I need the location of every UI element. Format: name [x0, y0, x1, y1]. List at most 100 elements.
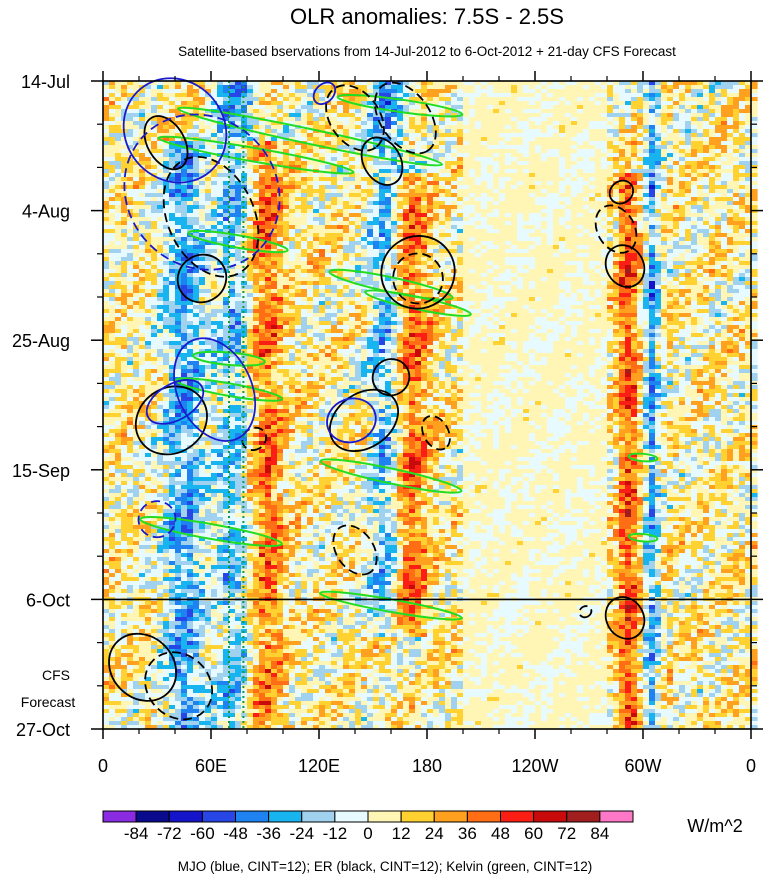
heatmap-cell [739, 141, 746, 146]
heatmap-cell [313, 205, 320, 210]
heatmap-cell [751, 149, 758, 154]
heatmap-cell [367, 217, 374, 222]
heatmap-cell [223, 205, 230, 210]
heatmap-cell [319, 209, 326, 214]
heatmap-cell [733, 217, 740, 222]
heatmap-cell [259, 153, 266, 158]
heatmap-cell [475, 97, 482, 102]
heatmap-cell [259, 169, 266, 174]
heatmap-cell [721, 105, 728, 110]
heatmap-cell [277, 257, 284, 262]
heatmap-cell [193, 141, 200, 146]
heatmap-cell [133, 129, 140, 134]
heatmap-cell [373, 117, 380, 122]
heatmap-cell [439, 197, 446, 202]
heatmap-cell [151, 117, 158, 122]
heatmap-cell [703, 193, 710, 198]
heatmap-cell [613, 113, 620, 118]
heatmap-cell [439, 117, 446, 122]
heatmap-cell [409, 173, 416, 178]
heatmap-cell [325, 245, 332, 250]
heatmap-cell [175, 197, 182, 202]
heatmap-cell [655, 233, 662, 238]
heatmap-cell [319, 189, 326, 194]
heatmap-cell [133, 209, 140, 214]
heatmap-cell [589, 177, 596, 182]
heatmap-cell [349, 177, 356, 182]
heatmap-cell [415, 145, 422, 150]
heatmap-cell [307, 205, 314, 210]
heatmap-cell [535, 201, 542, 206]
heatmap-cell [529, 249, 536, 254]
heatmap-cell [529, 89, 536, 94]
heatmap-cell [493, 165, 500, 170]
heatmap-cell [361, 185, 368, 190]
heatmap-cell [631, 129, 638, 134]
heatmap-cell [451, 109, 458, 114]
heatmap-cell [733, 225, 740, 230]
heatmap-cell [475, 189, 482, 194]
heatmap-cell [523, 105, 530, 110]
heatmap-cell [271, 205, 278, 210]
heatmap-cell [463, 161, 470, 166]
heatmap-cell [463, 165, 470, 170]
heatmap-cell [229, 125, 236, 130]
heatmap-cell [151, 189, 158, 194]
heatmap-cell [277, 237, 284, 242]
heatmap-cell [145, 133, 152, 138]
heatmap-cell [277, 109, 284, 114]
heatmap-cell [619, 129, 626, 134]
heatmap-cell [583, 233, 590, 238]
heatmap-cell [439, 85, 446, 90]
heatmap-cell [631, 261, 638, 266]
heatmap-cell [631, 209, 638, 214]
heatmap-cell [391, 169, 398, 174]
heatmap-cell [397, 253, 404, 258]
heatmap-cell [289, 121, 296, 126]
heatmap-cell [601, 185, 608, 190]
heatmap-cell [691, 165, 698, 170]
heatmap-cell [457, 233, 464, 238]
heatmap-cell [103, 117, 110, 122]
heatmap-cell [289, 257, 296, 262]
heatmap-cell [463, 225, 470, 230]
heatmap-cell [745, 137, 752, 142]
heatmap-cell [433, 85, 440, 90]
heatmap-cell [199, 133, 206, 138]
heatmap-cell [619, 185, 626, 190]
heatmap-cell [187, 153, 194, 158]
heatmap-cell [697, 89, 704, 94]
heatmap-cell [109, 261, 116, 266]
heatmap-cell [559, 169, 566, 174]
heatmap-cell [475, 205, 482, 210]
heatmap-cell [589, 113, 596, 118]
heatmap-cell [469, 133, 476, 138]
heatmap-cell [613, 141, 620, 146]
heatmap-cell [403, 101, 410, 106]
heatmap-cell [481, 149, 488, 154]
heatmap-cell [433, 117, 440, 122]
heatmap-cell [613, 125, 620, 130]
heatmap-cell [547, 253, 554, 258]
heatmap-cell [427, 225, 434, 230]
heatmap-cell [475, 225, 482, 230]
heatmap-cell [295, 141, 302, 146]
heatmap-cell [655, 169, 662, 174]
heatmap-cell [415, 105, 422, 110]
heatmap-cell [571, 93, 578, 98]
heatmap-cell [487, 249, 494, 254]
heatmap-cell [727, 237, 734, 242]
heatmap-cell [433, 253, 440, 258]
heatmap-cell [193, 261, 200, 266]
heatmap-cell [673, 225, 680, 230]
heatmap-cell [271, 113, 278, 118]
heatmap-cell [553, 257, 560, 262]
heatmap-cell [103, 161, 110, 166]
heatmap-cell [403, 257, 410, 262]
heatmap-cell [451, 181, 458, 186]
heatmap-cell [505, 165, 512, 170]
heatmap-cell [613, 229, 620, 234]
heatmap-cell [223, 185, 230, 190]
heatmap-cell [157, 229, 164, 234]
heatmap-cell [307, 213, 314, 218]
